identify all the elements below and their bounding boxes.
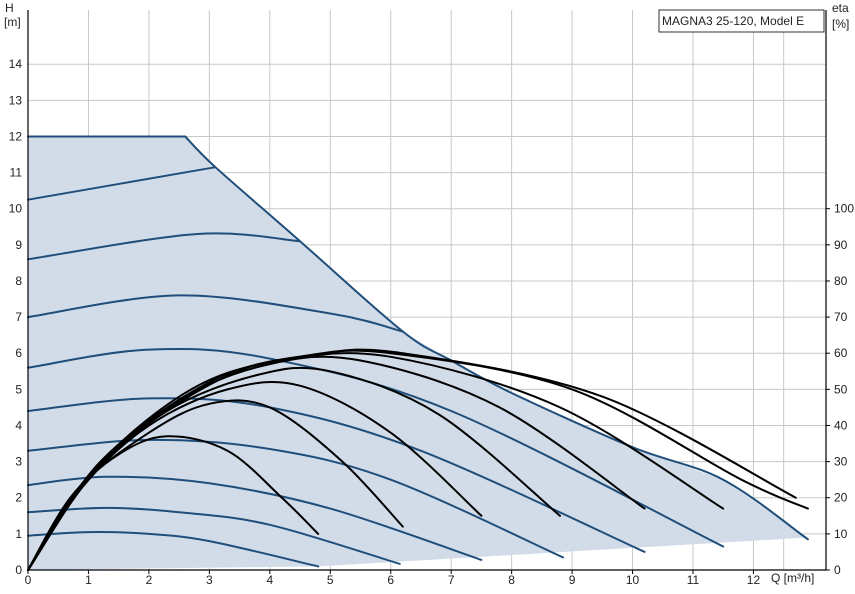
x-tick-label: 7 xyxy=(448,573,455,587)
y-right-tick-label: 80 xyxy=(834,274,848,288)
y-left-tick-label: 3 xyxy=(15,455,22,469)
head-curve xyxy=(27,294,404,333)
head-curve xyxy=(27,531,320,568)
y-left-tick-label: 14 xyxy=(9,57,23,71)
x-tick-label: 0 xyxy=(25,573,32,587)
x-tick-label: 1 xyxy=(85,573,92,587)
y-left-tick-label: 2 xyxy=(15,491,22,505)
head-curve xyxy=(27,438,564,559)
y-right-tick-label: 30 xyxy=(834,455,848,469)
y-right-tick-label: 20 xyxy=(834,491,848,505)
head-curve xyxy=(27,506,401,565)
y-left-tick-label: 1 xyxy=(15,527,22,541)
y-left-tick-label: 6 xyxy=(15,346,22,360)
head-curve xyxy=(27,475,483,561)
envelope-area xyxy=(28,136,808,570)
y-left-tick-label: 13 xyxy=(9,93,23,107)
y-right-tick-label: 100 xyxy=(834,202,854,216)
x-tick-label: 12 xyxy=(747,573,761,587)
y-left-tick-label: 11 xyxy=(10,166,23,180)
y-left-tick-label: 12 xyxy=(9,129,23,143)
y-left-tick-label: 0 xyxy=(15,563,22,577)
x-tick-label: 3 xyxy=(206,573,213,587)
y-left-tick-label: 10 xyxy=(9,202,23,216)
x-tick-label: 8 xyxy=(508,573,515,587)
chart-title-box: MAGNA3 25-120, Model E xyxy=(658,9,825,33)
y-left-tick-label: 9 xyxy=(15,238,22,252)
y-left-tick-label: 7 xyxy=(15,310,22,324)
y-axis-left-label-line1: H xyxy=(5,1,14,15)
y-right-tick-label: 70 xyxy=(834,310,848,324)
head-curve xyxy=(27,397,646,553)
head-curve xyxy=(27,347,725,548)
x-tick-label: 10 xyxy=(626,573,640,587)
y-right-tick-label: 40 xyxy=(834,418,848,432)
head-curve xyxy=(27,166,217,201)
operating-envelope xyxy=(28,136,808,570)
y-right-tick-label: 0 xyxy=(834,563,841,577)
x-tick-label: 9 xyxy=(569,573,576,587)
y-right-tick-label: 10 xyxy=(834,527,848,541)
efficiency-curves xyxy=(27,348,809,571)
y-right-tick-label: 60 xyxy=(834,346,848,360)
y-left-tick-label: 4 xyxy=(15,418,22,432)
head-curve xyxy=(27,232,301,261)
y-axis-left-label-line2: [m] xyxy=(4,15,21,29)
x-tick-label: 2 xyxy=(146,573,153,587)
x-tick-label: 5 xyxy=(327,573,334,587)
y-axis-right-label-line1: eta xyxy=(832,1,849,15)
y-right-tick-label: 50 xyxy=(834,382,848,396)
x-tick-label: 4 xyxy=(266,573,273,587)
y-left-tick-label: 8 xyxy=(15,274,22,288)
ticks: 0 1 2 3 4 5 6 7 8 9 10 11 12012345678910111213140102… xyxy=(9,57,855,587)
y-left-tick-label: 5 xyxy=(15,382,22,396)
x-tick-label: 11 xyxy=(687,573,700,587)
efficiency-curve xyxy=(27,348,797,571)
x-axis-label: Q [m³/h] xyxy=(771,571,814,585)
chart-title: MAGNA3 25-120, Model E xyxy=(662,14,804,28)
y-axis-right-label-line2: [%] xyxy=(832,17,849,31)
x-tick-label: 6 xyxy=(387,573,394,587)
y-right-tick-label: 90 xyxy=(834,238,848,252)
